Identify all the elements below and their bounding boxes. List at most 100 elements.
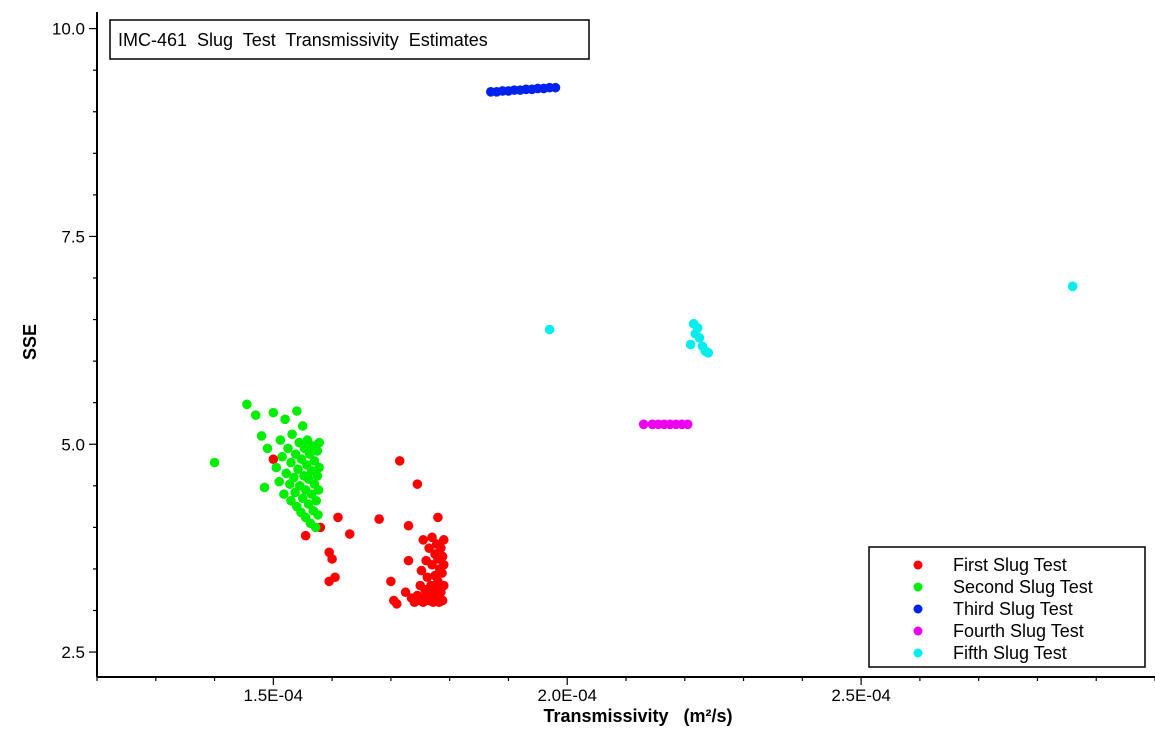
data-point bbox=[682, 419, 693, 430]
data-point bbox=[314, 437, 324, 448]
data-point bbox=[271, 462, 282, 473]
data-point bbox=[437, 568, 447, 578]
x-axis-title: Transmissivity (m²/s) bbox=[543, 706, 732, 726]
data-point bbox=[281, 468, 292, 479]
x-axis: 1.5E-04 2.0E-04 2.5E-04 bbox=[96, 677, 1155, 705]
data-point bbox=[544, 324, 555, 335]
data-point bbox=[437, 551, 448, 562]
x-tick-label: 2.5E-04 bbox=[831, 686, 891, 705]
data-point bbox=[313, 485, 324, 495]
data-point bbox=[279, 489, 289, 499]
data-point bbox=[437, 595, 448, 606]
legend-label: Second Slug Test bbox=[953, 577, 1093, 597]
data-point bbox=[306, 489, 317, 499]
data-point bbox=[438, 559, 449, 570]
legend-marker bbox=[913, 626, 923, 636]
data-point bbox=[692, 323, 703, 333]
data-point bbox=[309, 456, 320, 466]
data-point bbox=[280, 414, 290, 425]
series-4 bbox=[638, 419, 693, 430]
data-point bbox=[438, 580, 449, 591]
legend-label: First Slug Test bbox=[953, 555, 1067, 575]
data-point bbox=[303, 499, 314, 509]
data-point bbox=[310, 522, 321, 533]
data-point bbox=[418, 535, 429, 545]
x-tick-label: 2.0E-04 bbox=[537, 686, 597, 705]
data-point bbox=[333, 512, 343, 523]
data-point bbox=[250, 410, 261, 420]
data-point bbox=[312, 471, 323, 481]
legend-marker bbox=[913, 648, 923, 658]
legend-marker bbox=[913, 582, 923, 592]
data-point bbox=[286, 495, 296, 506]
y-tick-label: 10.0 bbox=[52, 20, 85, 39]
series-3 bbox=[486, 82, 561, 97]
data-point bbox=[433, 512, 443, 523]
data-point bbox=[550, 82, 561, 93]
data-point bbox=[292, 406, 302, 416]
legend-label: Third Slug Test bbox=[953, 599, 1073, 619]
data-point bbox=[286, 457, 296, 468]
x-axis-title-unit: (m²/s) bbox=[684, 706, 733, 726]
data-point bbox=[391, 599, 402, 609]
y-tick-label: 2.5 bbox=[61, 643, 85, 662]
data-point bbox=[297, 421, 308, 431]
data-point bbox=[304, 449, 315, 460]
legend-marker bbox=[913, 560, 923, 570]
data-point bbox=[289, 472, 299, 483]
data-point bbox=[242, 399, 252, 410]
data-point bbox=[314, 462, 324, 473]
legend-marker bbox=[913, 604, 923, 614]
data-point bbox=[374, 514, 384, 524]
data-point bbox=[427, 559, 437, 570]
data-point bbox=[300, 530, 311, 541]
data-point bbox=[1067, 281, 1078, 292]
data-point bbox=[394, 456, 405, 466]
data-points bbox=[209, 82, 1078, 609]
data-point bbox=[209, 457, 220, 468]
y-tick-label: 5.0 bbox=[61, 435, 85, 454]
data-point bbox=[259, 482, 270, 493]
data-point bbox=[685, 339, 696, 350]
data-point bbox=[403, 520, 414, 531]
data-point bbox=[287, 429, 297, 440]
data-point bbox=[327, 554, 337, 564]
legend-label: Fourth Slug Test bbox=[953, 621, 1084, 641]
data-point bbox=[290, 487, 300, 498]
series-5 bbox=[544, 281, 1078, 358]
series-1 bbox=[268, 454, 449, 609]
data-point bbox=[703, 348, 714, 358]
legend-label: Fifth Slug Test bbox=[953, 643, 1067, 663]
x-tick-label: 1.5E-04 bbox=[244, 686, 304, 705]
y-axis: 2.5 5.0 7.5 10.0 bbox=[52, 20, 97, 662]
data-point bbox=[274, 476, 285, 487]
data-point bbox=[403, 555, 414, 566]
data-point bbox=[277, 451, 287, 462]
series-2 bbox=[209, 399, 324, 533]
y-tick-label: 7.5 bbox=[61, 227, 85, 246]
data-point bbox=[256, 431, 267, 441]
data-point bbox=[416, 565, 427, 576]
data-point bbox=[262, 443, 273, 454]
data-point bbox=[427, 532, 437, 543]
data-point bbox=[438, 535, 449, 545]
data-point bbox=[344, 529, 355, 539]
data-point bbox=[386, 576, 396, 587]
data-point bbox=[638, 419, 649, 430]
data-point bbox=[424, 543, 434, 553]
chart-title: IMC-461 Slug Test Transmissivity Estimat… bbox=[118, 30, 488, 50]
data-point bbox=[412, 479, 423, 489]
data-point bbox=[268, 407, 279, 418]
chart-title-box: IMC-461 Slug Test Transmissivity Estimat… bbox=[109, 19, 590, 60]
data-point bbox=[694, 333, 705, 343]
data-point bbox=[275, 435, 286, 445]
y-axis-title: SSE bbox=[20, 324, 40, 360]
data-point bbox=[268, 454, 279, 465]
x-axis-title-label: Transmissivity bbox=[543, 706, 668, 726]
data-point bbox=[283, 443, 293, 454]
data-point bbox=[297, 493, 308, 504]
data-point bbox=[312, 446, 323, 456]
data-point bbox=[330, 572, 340, 583]
